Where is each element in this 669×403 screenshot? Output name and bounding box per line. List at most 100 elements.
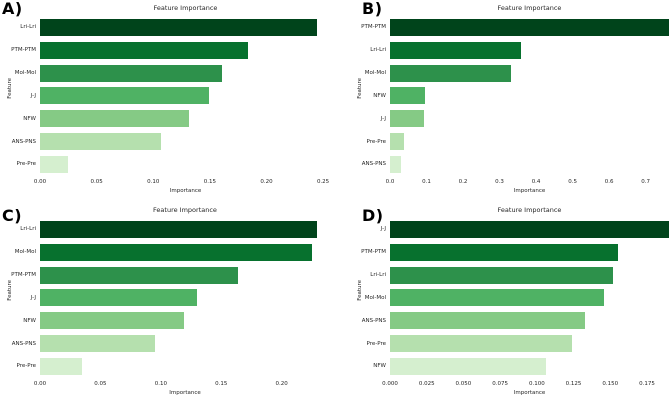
importance-bar <box>390 155 402 173</box>
x-tick-label: 0.4 <box>531 179 541 185</box>
panel-b: B) Feature Importance Feature PTM-PTM Lri… <box>335 0 669 201</box>
importance-bar <box>40 335 155 353</box>
y-tick-label: J-J <box>380 226 386 233</box>
bar-row: ANS-PNS <box>12 133 331 151</box>
x-tick-label: 0.175 <box>639 381 655 387</box>
chart-title: Feature Importance <box>497 4 562 12</box>
x-tick-label: 0.2 <box>458 179 468 185</box>
y-tick-label: Lri-Lri <box>370 47 386 54</box>
bars-area: Lri-Lri PTM-PTM Mol-Mol J-J NFW ANS-PNS Pre-Pr… <box>11 16 331 176</box>
importance-bar <box>40 41 249 59</box>
y-tick-label: PTM-PTM <box>361 249 386 256</box>
y-axis-label: Feature <box>7 280 13 301</box>
x-tick-label: 0.15 <box>215 381 228 387</box>
bar-row: Mol-Mol <box>15 64 331 82</box>
bar-row: J-J <box>381 110 669 128</box>
x-tick-label: 0.10 <box>154 381 167 387</box>
x-axis-label: Importance <box>169 390 201 396</box>
y-tick-label: ANS-PNS <box>11 138 36 145</box>
y-tick-label: J-J <box>30 92 36 99</box>
importance-bar <box>40 18 318 36</box>
x-tick-label: 0.20 <box>275 381 288 387</box>
bar-row: Pre-Pre <box>17 357 330 375</box>
importance-bar <box>390 110 424 128</box>
bar-row: ANS-PNS <box>362 155 669 173</box>
bars-area: PTM-PTM Lri-Lri Mol-Mol NFW J-J Pre-Pre ANS-PN… <box>361 16 669 176</box>
x-tick-label: 0.125 <box>565 381 582 387</box>
x-tick-label: 0.10 <box>147 179 160 185</box>
importance-bar <box>40 289 198 307</box>
y-tick-label: NFW <box>23 115 36 122</box>
y-tick-label: Mol-Mol <box>14 249 36 256</box>
x-tick-label: 0.3 <box>495 179 504 185</box>
importance-bar <box>390 243 618 261</box>
importance-bar <box>40 312 184 330</box>
x-axis-ticks: 0.0 0.1 0.2 0.3 0.4 0.5 0.6 0.7 <box>386 179 669 187</box>
bar-row: J-J <box>31 289 330 307</box>
x-tick-label: 0.25 <box>316 179 330 185</box>
bar-row: NFW <box>373 87 669 105</box>
y-axis-label: Feature <box>357 280 363 301</box>
x-tick-label: 0.5 <box>568 179 577 185</box>
x-tick-label: 0.6 <box>604 179 614 185</box>
panel-a: A) Feature Importance Feature Lri-Lri PTM… <box>0 0 334 201</box>
x-axis-label: Importance <box>169 188 202 194</box>
importance-bar <box>390 87 425 105</box>
x-tick-label: 0.15 <box>203 179 216 185</box>
x-axis-label: Importance <box>513 390 546 396</box>
importance-bar <box>40 243 312 261</box>
bar-row: PTM-PTM <box>11 41 331 59</box>
y-tick-label: PTM-PTM <box>11 272 36 279</box>
panel-c: C) Feature Importance Feature Lri-Lri Mol… <box>0 202 334 403</box>
importance-bar <box>390 64 511 82</box>
importance-bar <box>390 266 614 284</box>
x-tick-label: 0.000 <box>382 381 398 387</box>
importance-bar <box>40 357 83 375</box>
chart-title: Feature Importance <box>497 206 562 214</box>
chart-title: Feature Importance <box>153 4 218 12</box>
importance-bar <box>40 133 162 151</box>
bar-row: Mol-Mol <box>365 289 669 307</box>
y-tick-label: Pre-Pre <box>16 161 36 168</box>
bar-row: Mol-Mol <box>15 243 330 261</box>
bar-row: NFW <box>23 312 330 330</box>
y-tick-label: ANS-PNS <box>11 340 36 347</box>
bars-area: Lri-Lri Mol-Mol PTM-PTM J-J NFW ANS-PNS Pre-Pr… <box>11 218 330 378</box>
bar-row: Pre-Pre <box>367 133 669 151</box>
importance-bar <box>390 289 605 307</box>
bar-row: J-J <box>31 87 331 105</box>
bar-row: PTM-PTM <box>361 243 669 261</box>
bar-row: NFW <box>373 357 669 375</box>
y-tick-label: Mol-Mol <box>364 70 386 77</box>
y-tick-label: NFW <box>373 92 386 99</box>
y-tick-label: Lri-Lri <box>20 24 36 31</box>
y-tick-label: J-J <box>380 115 386 122</box>
y-axis-label: Feature <box>7 78 13 99</box>
x-tick-label: 0.05 <box>94 381 107 387</box>
x-tick-label: 0.05 <box>90 179 103 185</box>
x-tick-label: 0.100 <box>528 381 545 387</box>
importance-bar <box>390 220 669 238</box>
x-tick-label: 0.1 <box>422 179 431 185</box>
y-axis-label: Feature <box>357 78 363 99</box>
x-axis-ticks: 0.00 0.05 0.10 0.15 0.20 0.25 <box>34 179 331 187</box>
x-tick-label: 0.050 <box>455 381 472 387</box>
bar-row: Mol-Mol <box>365 64 669 82</box>
bar-row: NFW <box>23 110 331 128</box>
y-tick-label: Mol-Mol <box>364 294 386 301</box>
bar-row: PTM-PTM <box>361 18 669 36</box>
bar-row: ANS-PNS <box>12 335 330 353</box>
importance-bar <box>390 18 669 36</box>
y-tick-label: Lri-Lri <box>20 226 36 233</box>
panel-d: D) Feature Importance Feature J-J PTM-PTM… <box>335 202 669 403</box>
bars-area: J-J PTM-PTM Lri-Lri Mol-Mol ANS-PNS Pre-Pre NF… <box>361 218 669 378</box>
importance-bar <box>40 220 317 238</box>
y-tick-label: NFW <box>373 363 386 370</box>
bar-row: PTM-PTM <box>11 266 330 284</box>
x-tick-label: 0.075 <box>492 381 508 387</box>
bar-row: Pre-Pre <box>17 155 331 173</box>
importance-bar <box>40 87 209 105</box>
y-tick-label: Pre-Pre <box>16 363 36 370</box>
bar-row: Pre-Pre <box>367 335 669 353</box>
importance-bar <box>40 64 223 82</box>
